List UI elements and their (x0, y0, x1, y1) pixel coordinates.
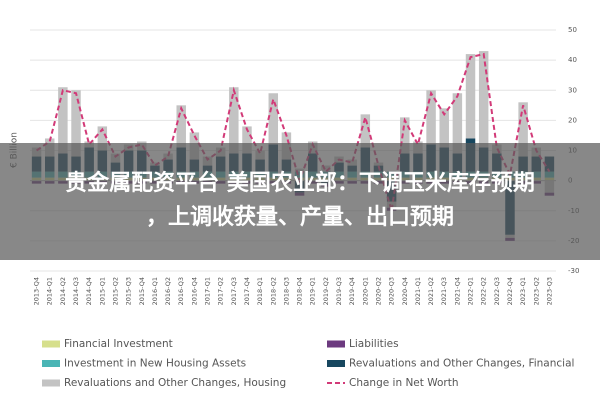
bar-segment (242, 126, 252, 154)
legend-label: Liabilities (349, 338, 399, 350)
legend-label: Change in Net Worth (349, 377, 459, 389)
x-tick-label: 2017-Q2 (217, 277, 225, 305)
legend-swatch (42, 360, 60, 367)
x-tick-label: 2021-Q1 (414, 277, 422, 305)
x-tick-label: 2015-Q2 (111, 277, 119, 305)
y-tick-label: 20 (568, 116, 577, 124)
x-tick-label: 2018-Q2 (269, 277, 277, 305)
bar-segment (439, 108, 449, 148)
overlay-text: ，上调收获量、产量、出口预期 (146, 204, 454, 230)
x-tick-label: 2023-Q2 (532, 277, 540, 305)
x-tick-label: 2016-Q3 (177, 277, 185, 305)
bar-segment (426, 90, 436, 145)
x-tick-label: 2015-Q4 (138, 277, 146, 305)
legend-label: Financial Investment (64, 338, 173, 350)
legend-label: Investment in New Housing Assets (64, 358, 246, 370)
x-tick-label: 2021-Q4 (453, 277, 461, 305)
legend-swatch (327, 360, 345, 367)
x-tick-label: 2017-Q3 (230, 277, 238, 305)
x-tick-label: 2016-Q2 (164, 277, 172, 305)
overlay-text: 贵金属配资平台 美国农业部：下调玉米库存预期 (65, 170, 535, 196)
x-tick-label: 2016-Q1 (151, 277, 159, 305)
bar-segment (229, 87, 239, 154)
x-tick-label: 2022-Q3 (493, 277, 501, 305)
legend-swatch (42, 379, 60, 387)
x-tick-label: 2013-Q4 (33, 277, 41, 305)
x-tick-label: 2020-Q3 (388, 277, 396, 305)
x-tick-label: 2015-Q1 (98, 277, 106, 305)
x-tick-label: 2023-Q3 (545, 277, 553, 305)
x-tick-label: 2020-Q1 (361, 277, 369, 305)
overlay-banner (0, 143, 600, 260)
bar-segment (268, 93, 279, 145)
x-tick-label: 2022-Q1 (467, 277, 475, 305)
x-tick-label: 2021-Q3 (440, 277, 448, 305)
x-tick-label: 2020-Q2 (374, 277, 382, 305)
y-tick-label: -30 (568, 267, 579, 275)
y-tick-label: 50 (568, 26, 577, 34)
bar-segment (452, 93, 463, 154)
x-tick-label: 2020-Q4 (401, 277, 409, 305)
x-tick-label: 2014-Q1 (46, 277, 54, 305)
bar-segment (176, 105, 186, 148)
x-tick-label: 2023-Q1 (519, 277, 527, 305)
legend-label: Revaluations and Other Changes, Housing (64, 377, 286, 389)
x-tick-label: 2021-Q2 (427, 277, 435, 305)
y-tick-label: 40 (568, 56, 577, 64)
x-tick-label: 2022-Q4 (506, 277, 514, 305)
x-tick-label: 2018-Q3 (282, 277, 290, 305)
x-tick-label: 2017-Q1 (204, 277, 212, 305)
x-tick-label: 2019-Q3 (335, 277, 343, 305)
x-tick-label: 2017-Q4 (243, 277, 251, 305)
x-tick-label: 2018-Q4 (296, 277, 304, 305)
x-tick-label: 2016-Q4 (190, 277, 198, 305)
legend-label: Revaluations and Other Changes, Financia… (349, 358, 574, 370)
x-tick-label: 2019-Q4 (348, 277, 356, 305)
x-tick-label: 2018-Q1 (256, 277, 264, 305)
bar-segment (400, 117, 410, 154)
x-tick-label: 2019-Q2 (322, 277, 330, 305)
bar-segment (71, 90, 81, 157)
bar-segment (58, 87, 68, 154)
bar-segment (518, 102, 528, 157)
x-tick-label: 2014-Q4 (85, 277, 93, 305)
legend-swatch (42, 340, 60, 348)
y-tick-label: 30 (568, 86, 577, 94)
x-tick-label: 2019-Q1 (309, 277, 317, 305)
x-tick-label: 2014-Q3 (72, 277, 80, 305)
x-tick-label: 2015-Q3 (125, 277, 133, 305)
legend-swatch (327, 340, 345, 348)
bar-segment (97, 126, 108, 151)
x-tick-label: 2014-Q2 (59, 277, 67, 305)
bar-segment (360, 114, 371, 148)
bar-segment (465, 54, 476, 139)
bar-segment (478, 51, 489, 148)
x-tick-label: 2022-Q2 (480, 277, 488, 305)
